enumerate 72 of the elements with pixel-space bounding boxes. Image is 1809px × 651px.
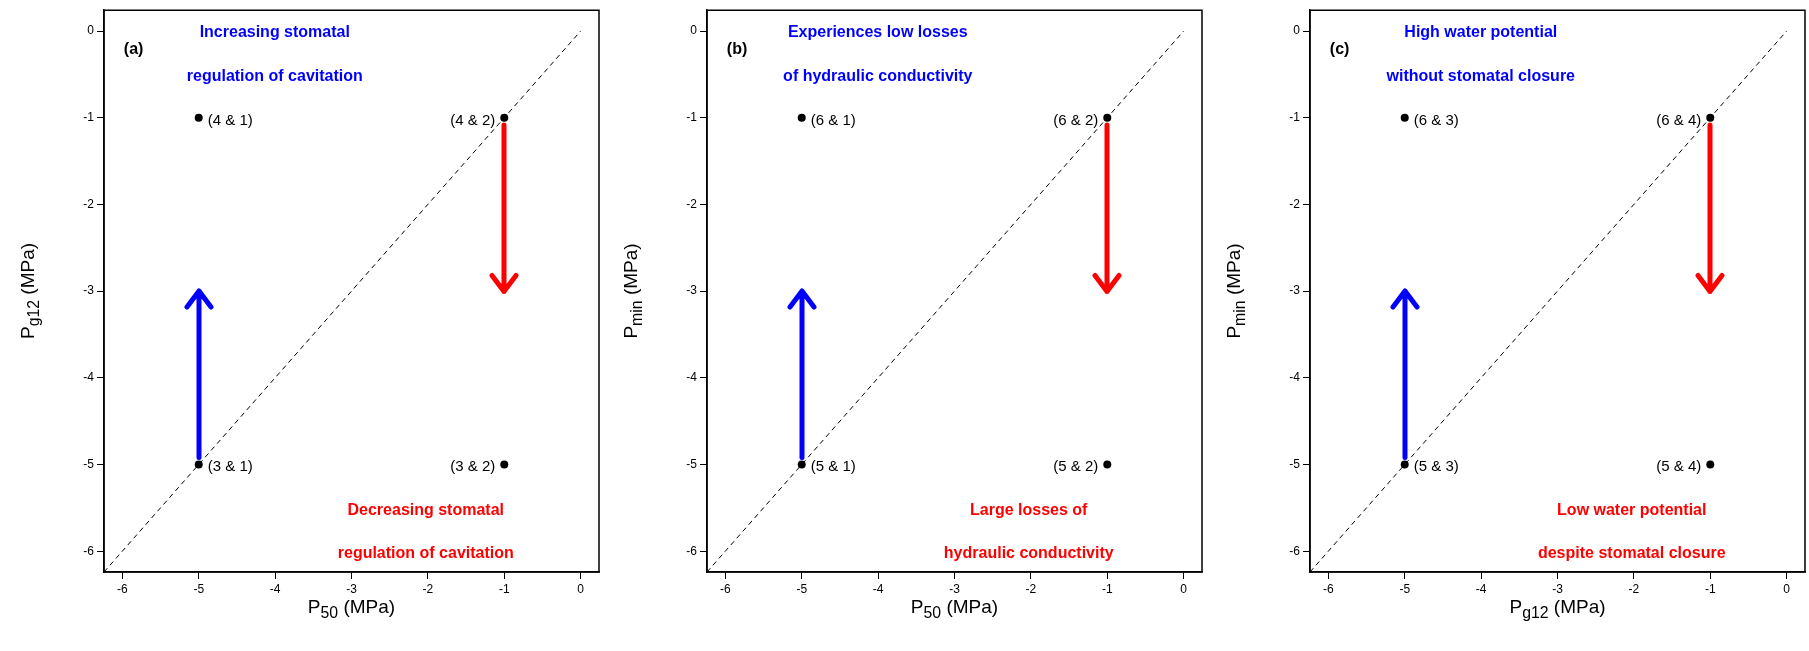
annotation: (6 & 3) [1413, 110, 1459, 128]
y-tick-label: -6 [83, 543, 95, 558]
x-tick-label: -6 [117, 581, 128, 596]
annotation: (5 & 1) [810, 456, 856, 474]
x-tick-label: -5 [193, 581, 205, 596]
annotation: (3 & 2) [450, 456, 496, 474]
annotation: (5 & 4) [1656, 456, 1702, 474]
y-tick-label: 0 [87, 23, 95, 38]
x-tick-label: -2 [1628, 581, 1640, 596]
annotation: without stomatal closure [1385, 66, 1576, 84]
y-tick-label: 0 [1293, 23, 1301, 38]
annotation: hydraulic conductivity [943, 544, 1114, 562]
annotation: (6 & 2) [1053, 110, 1099, 128]
annotation: High water potential [1404, 23, 1558, 41]
x-tick-label: -4 [872, 581, 884, 596]
x-tick-label: -1 [498, 581, 510, 596]
x-tick-label: -1 [1704, 581, 1716, 596]
annotation: (b) [726, 39, 748, 57]
annotation: Decreasing stomatal [347, 500, 505, 518]
x-tick-label: -2 [422, 581, 434, 596]
x-tick-label: -2 [1025, 581, 1037, 596]
annotation: despite stomatal closure [1537, 544, 1726, 562]
y-tick-label: -1 [83, 110, 95, 125]
x-tick-label: -4 [269, 581, 281, 596]
y-tick-label: -2 [1289, 196, 1301, 211]
x-tick-label: 0 [1180, 581, 1188, 596]
annotation: (5 & 2) [1053, 456, 1099, 474]
annotation: Low water potential [1557, 500, 1707, 518]
annotation: Increasing stomatal [199, 23, 350, 41]
annotation: Large losses of [970, 500, 1089, 518]
annotation: Experiences low losses [787, 23, 968, 41]
x-tick-label: -3 [346, 581, 358, 596]
annotation: (5 & 3) [1413, 456, 1459, 474]
x-tick-label: -5 [1399, 581, 1411, 596]
y-tick-label: -5 [1289, 456, 1301, 471]
annotation: (6 & 1) [810, 110, 856, 128]
y-tick-label: -2 [83, 196, 95, 211]
y-tick-label: 0 [690, 23, 698, 38]
y-tick-label: -1 [1289, 110, 1301, 125]
annotation: (4 & 1) [207, 110, 253, 128]
annotation: (6 & 4) [1656, 110, 1702, 128]
y-tick-label: -6 [686, 543, 698, 558]
annotation: (c) [1329, 39, 1350, 57]
x-tick-label: 0 [577, 581, 585, 596]
x-tick-label: -5 [796, 581, 808, 596]
x-tick-label: -3 [1552, 581, 1564, 596]
x-axis-title: P$_{g12}$ (MPa) [1508, 596, 1607, 622]
annotation: (3 & 1) [207, 456, 253, 474]
y-tick-label: -6 [1289, 543, 1301, 558]
x-axis-title: P$_{50}$ (MPa) [909, 596, 1000, 622]
annotation: of hydraulic conductivity [783, 66, 973, 84]
x-tick-label: 0 [1783, 581, 1791, 596]
annotation: regulation of cavitation [337, 544, 514, 562]
y-tick-label: -5 [83, 456, 95, 471]
y-tick-label: -3 [1289, 283, 1301, 298]
y-tick-label: -4 [1289, 370, 1301, 385]
x-tick-label: -4 [1475, 581, 1487, 596]
x-tick-label: -1 [1101, 581, 1113, 596]
y-tick-label: -3 [83, 283, 95, 298]
x-axis-title: P$_{50}$ (MPa) [306, 596, 397, 622]
y-tick-label: -4 [686, 370, 698, 385]
x-tick-label: -6 [1323, 581, 1334, 596]
annotation: regulation of cavitation [186, 66, 363, 84]
x-tick-label: -6 [720, 581, 731, 596]
y-tick-label: -3 [686, 283, 698, 298]
annotation: (a) [123, 39, 144, 57]
annotation: (4 & 2) [450, 110, 496, 128]
x-tick-label: -3 [949, 581, 961, 596]
y-tick-label: -4 [83, 370, 95, 385]
y-tick-label: -5 [686, 456, 698, 471]
y-tick-label: -2 [686, 196, 698, 211]
y-tick-label: -1 [686, 110, 698, 125]
